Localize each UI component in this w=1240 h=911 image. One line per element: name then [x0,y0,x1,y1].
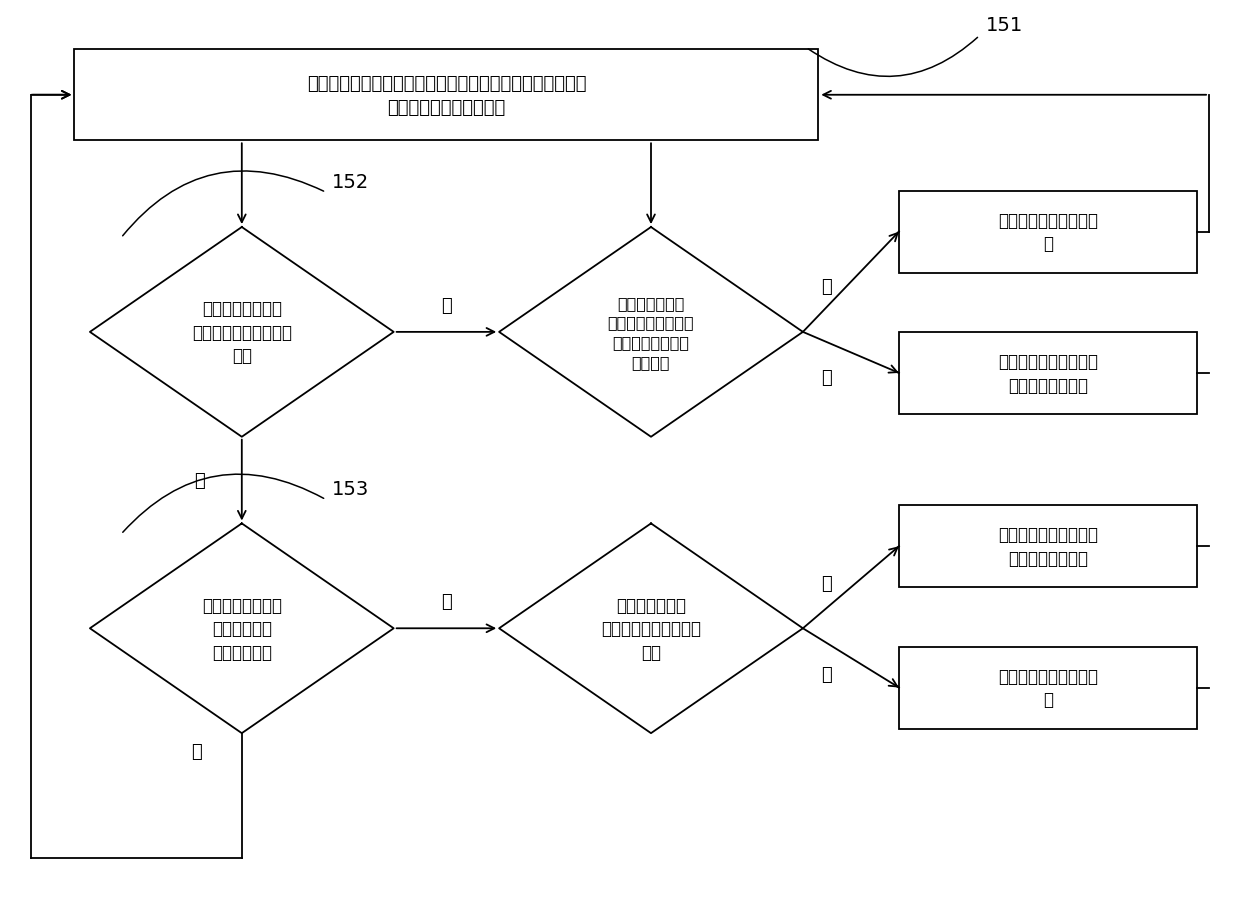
Text: 减少所述激光的出光能
量: 减少所述激光的出光能 量 [998,211,1097,253]
Polygon shape [91,524,394,733]
Text: 对全波形采样后的采样数据进行回波峰値提取，并比较所述
回波峰値数据和阈値数据: 对全波形采样后的采样数据进行回波峰値提取，并比较所述 回波峰値数据和阈値数据 [306,75,587,117]
Polygon shape [91,228,394,437]
FancyBboxPatch shape [899,647,1197,729]
Text: 判断所述激光的
出光能量是否为最大能
量値: 判断所述激光的 出光能量是否为最大能 量値 [601,596,701,661]
FancyBboxPatch shape [74,50,818,141]
FancyBboxPatch shape [899,333,1197,415]
Text: 151: 151 [986,16,1023,35]
Text: 是: 是 [441,296,451,314]
FancyBboxPatch shape [899,191,1197,273]
Text: 否: 否 [191,742,202,761]
FancyBboxPatch shape [899,506,1197,588]
Text: 是: 是 [821,574,832,592]
Text: 降低所述回波脉冲电信
号进行放大的倍数: 降低所述回波脉冲电信 号进行放大的倍数 [998,353,1097,394]
Text: 153: 153 [332,480,370,498]
Text: 判断对所述回波
脉冲电信号进行放大
的倍数是否为最小
放大倍数: 判断对所述回波 脉冲电信号进行放大 的倍数是否为最小 放大倍数 [608,295,694,370]
Polygon shape [498,524,804,733]
Text: 判断所述回波峰値
数据是否大于所述阈値
数据: 判断所述回波峰値 数据是否大于所述阈値 数据 [192,300,291,365]
Text: 否: 否 [821,665,832,683]
Text: 否: 否 [821,369,832,387]
Text: 判断所述回波峰値
数据是否小于
所述阈値数据: 判断所述回波峰値 数据是否小于 所述阈値数据 [202,596,281,661]
Text: 是: 是 [441,592,451,610]
Text: 是: 是 [821,278,832,296]
Polygon shape [498,228,804,437]
Text: 增加所述激光的出光能
量: 增加所述激光的出光能 量 [998,667,1097,709]
Text: 否: 否 [193,472,205,489]
Text: 152: 152 [332,173,370,191]
Text: 提高所述回波脉冲电信
号进行放大的倍数: 提高所述回波脉冲电信 号进行放大的倍数 [998,526,1097,568]
